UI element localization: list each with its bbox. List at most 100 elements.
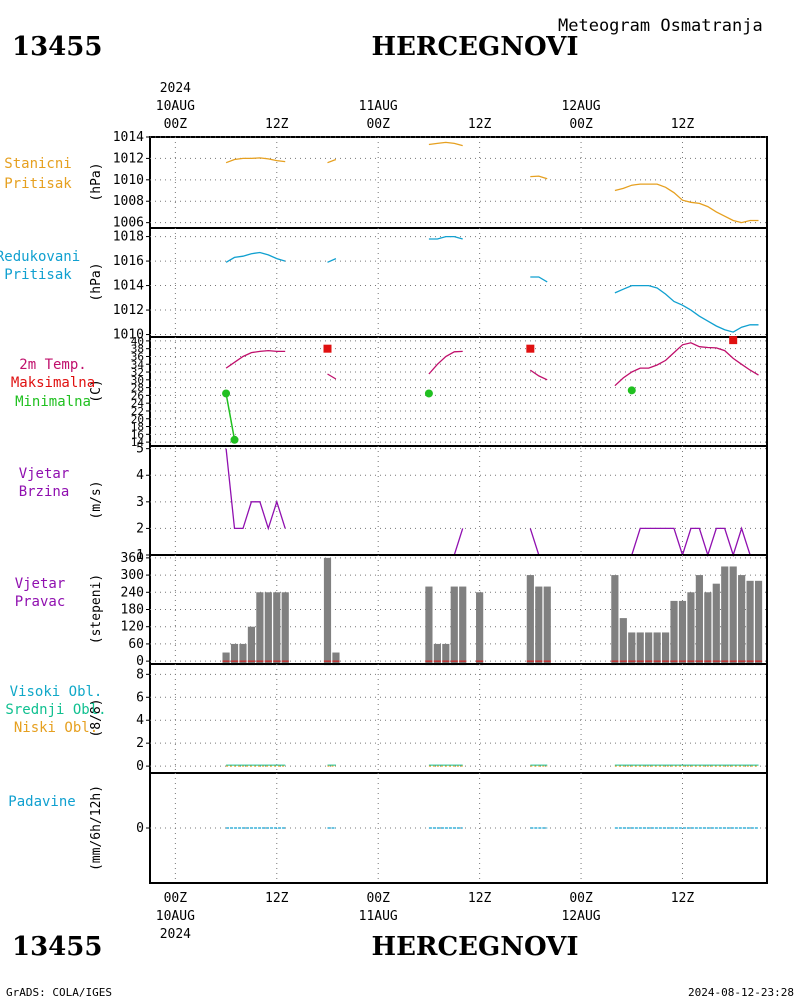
station-name-bottom: HERCEGNOVI — [372, 932, 579, 962]
y-tick-label: 1016 — [113, 254, 144, 269]
y-tick-label: 24 — [131, 397, 145, 410]
series-line — [529, 528, 548, 556]
y-tick-label: 1012 — [113, 303, 144, 318]
wind-direction-bar — [687, 592, 695, 666]
panel-label: Pritisak — [4, 267, 72, 283]
top-hour-label: 00Z — [164, 117, 188, 132]
max-temp-point — [526, 344, 535, 353]
y-tick-label: 3 — [136, 495, 144, 510]
series-line — [530, 175, 548, 180]
panel-wind_speed: 1 2 3 4 5 (m/s) Vjetar Brzina — [19, 442, 768, 563]
y-tick-label: 180 — [121, 603, 144, 618]
station-name-top: HERCEGNOVI — [372, 32, 579, 62]
wind-direction-bar — [636, 632, 644, 666]
series-line — [614, 342, 759, 387]
bottom-hour-label: 00Z — [569, 891, 593, 906]
wind-direction-bar — [645, 632, 653, 666]
wind-direction-bar — [273, 592, 281, 666]
series-line — [529, 369, 548, 381]
panel-label: Brzina — [19, 484, 70, 500]
y-tick-label: 40 — [131, 335, 144, 348]
panels: 10061008101010121014(hPa)StanicniPritisa… — [0, 130, 768, 884]
wind-direction-bar — [653, 632, 661, 666]
wind-direction-bar — [476, 592, 484, 666]
bottom-time-axis: 00Z 12Z 00Z 12Z 00Z 12Z 10AUG 11AUG 12AUG 2024 — [156, 891, 695, 942]
panel-label: Minimalna — [15, 394, 91, 410]
y-tick-label: 1010 — [113, 173, 144, 188]
series-line — [327, 373, 337, 380]
wind-direction-bar — [230, 643, 239, 666]
top-hour-label: 12Z — [265, 117, 289, 132]
wind-direction-bar — [239, 643, 247, 666]
wind-direction-bar — [721, 566, 729, 666]
max-temp-point — [729, 336, 738, 345]
min-temp-point — [627, 386, 636, 395]
panel-label: Padavine — [8, 794, 75, 810]
series-line — [614, 526, 759, 558]
bottom-date-label: 12AUG — [561, 909, 600, 924]
y-tick-label: 2 — [136, 521, 144, 536]
series-line — [428, 528, 464, 556]
wind-direction-bar — [670, 600, 678, 666]
y-axis-label: (mm/6h/12h) — [89, 785, 104, 871]
y-tick-label: 1012 — [113, 151, 144, 166]
wind-direction-bar — [332, 652, 340, 666]
bottom-hour-label: 00Z — [164, 891, 188, 906]
wind-direction-bar — [222, 652, 230, 666]
y-tick-label: 8 — [136, 667, 144, 682]
y-axis-label: (stepeni) — [89, 574, 104, 644]
y-tick-label: 30 — [131, 374, 144, 387]
y-tick-label: 20 — [131, 413, 144, 426]
wind-direction-bar — [264, 592, 272, 666]
top-hour-label: 12Z — [468, 117, 492, 132]
y-tick-label: 1010 — [113, 328, 144, 343]
y-tick-label: 2 — [136, 736, 144, 751]
y-tick-label: 38 — [131, 343, 144, 356]
y-tick-label: 360 — [121, 551, 144, 566]
top-year-label: 2024 — [160, 81, 191, 96]
wind-direction-bar — [611, 575, 619, 666]
panel-label: Vjetar — [15, 576, 66, 592]
top-time-axis: 00Z 12Z 00Z 12Z 00Z 12Z 10AUG 11AUG 12AUG 2024 — [156, 81, 695, 132]
station-id-top: 13455 — [12, 32, 102, 62]
y-axis-label: (m/s) — [89, 480, 104, 519]
panel-label: Maksimalna — [11, 375, 95, 391]
series-line — [428, 235, 463, 240]
y-tick-label: 300 — [121, 568, 144, 583]
panel-reduced_pressure: 1010 1012 1014 1016 1018 (hPa) Redukovani Priti… — [0, 227, 768, 343]
footer-timestamp: 2024-08-12-23:28 — [688, 986, 794, 999]
wind-direction-bar — [247, 626, 256, 666]
y-tick-label: 14 — [131, 436, 145, 449]
wind-direction-bar — [459, 586, 467, 666]
top-hour-label: 00Z — [569, 117, 593, 132]
wind-direction-bar — [535, 586, 543, 666]
panel-label: Stanicni — [4, 156, 71, 172]
panel-station_pressure: 1006 1008 1010 1012 1014 (hPa) Stanicni Pritisa… — [4, 130, 768, 231]
y-tick-label: 1014 — [113, 279, 144, 294]
wind-direction-bar — [754, 580, 763, 666]
top-date-label: 11AUG — [359, 99, 398, 114]
wind-direction-bar — [526, 575, 534, 666]
panel-frame — [149, 445, 768, 556]
wind-direction-bar — [450, 586, 458, 666]
y-tick-label: 6 — [136, 690, 144, 705]
y-tick-label: 60 — [128, 637, 144, 652]
bottom-hour-label: 12Z — [265, 891, 289, 906]
y-tick-label: 22 — [131, 405, 144, 418]
wind-direction-bar — [678, 600, 687, 666]
series-line — [225, 448, 286, 531]
y-tick-label: 0 — [136, 654, 144, 669]
panel-frame — [149, 336, 768, 447]
station-id-bottom: 13455 — [12, 932, 102, 962]
series-line — [614, 183, 759, 224]
y-tick-label: 1014 — [113, 130, 144, 145]
y-tick-label: 18 — [131, 421, 144, 434]
wind-direction-bar — [433, 643, 441, 666]
y-tick-label: 26 — [131, 389, 144, 402]
y-tick-label: 28 — [131, 382, 144, 395]
y-axis-label: (hPa) — [89, 162, 104, 201]
y-axis-label: (8/8) — [89, 698, 104, 737]
y-tick-label: 34 — [131, 358, 145, 371]
wind-direction-bar — [281, 592, 289, 666]
